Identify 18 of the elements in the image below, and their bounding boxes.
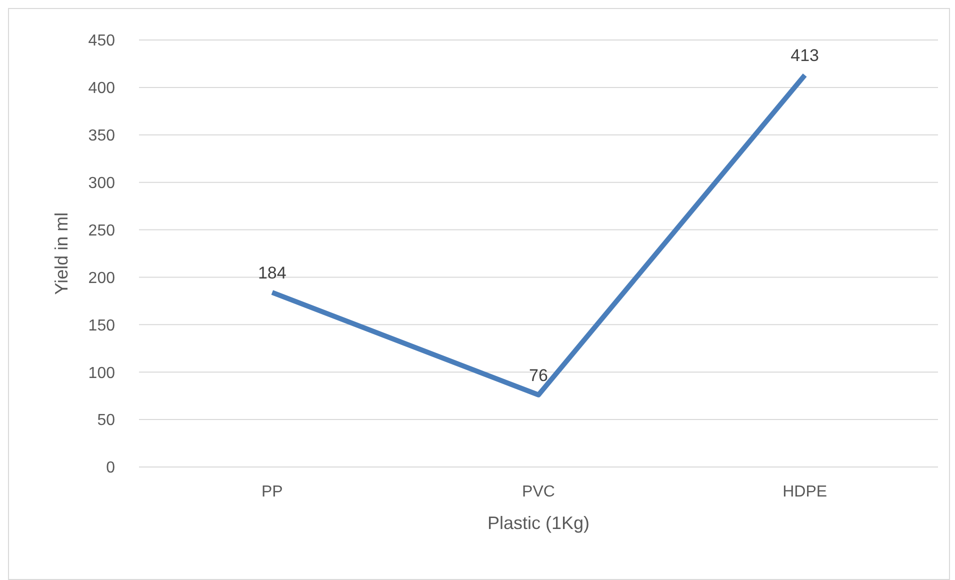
x-tick-label: PVC (522, 483, 555, 500)
y-tick-label: 0 (106, 460, 116, 477)
y-tick-label: 150 (88, 317, 116, 334)
y-tick-label: 450 (88, 32, 116, 50)
y-tick-label: 100 (88, 364, 116, 382)
y-tick-label: 300 (88, 175, 116, 192)
y-tick-label: 250 (88, 222, 116, 240)
x-tick-label: HDPE (782, 483, 828, 500)
y-tick-label: 350 (88, 128, 116, 145)
data-label: 184 (258, 263, 286, 282)
y-tick-label: 400 (88, 80, 116, 98)
x-axis-title: Plastic (1Kg) (487, 513, 590, 533)
y-tick-label: 50 (97, 412, 116, 430)
data-label: 76 (529, 366, 548, 385)
x-tick-label: PP (261, 483, 283, 500)
y-tick-label: 200 (88, 270, 116, 287)
y-axis-title: Yield in ml (51, 212, 72, 295)
data-label: 413 (790, 46, 820, 66)
